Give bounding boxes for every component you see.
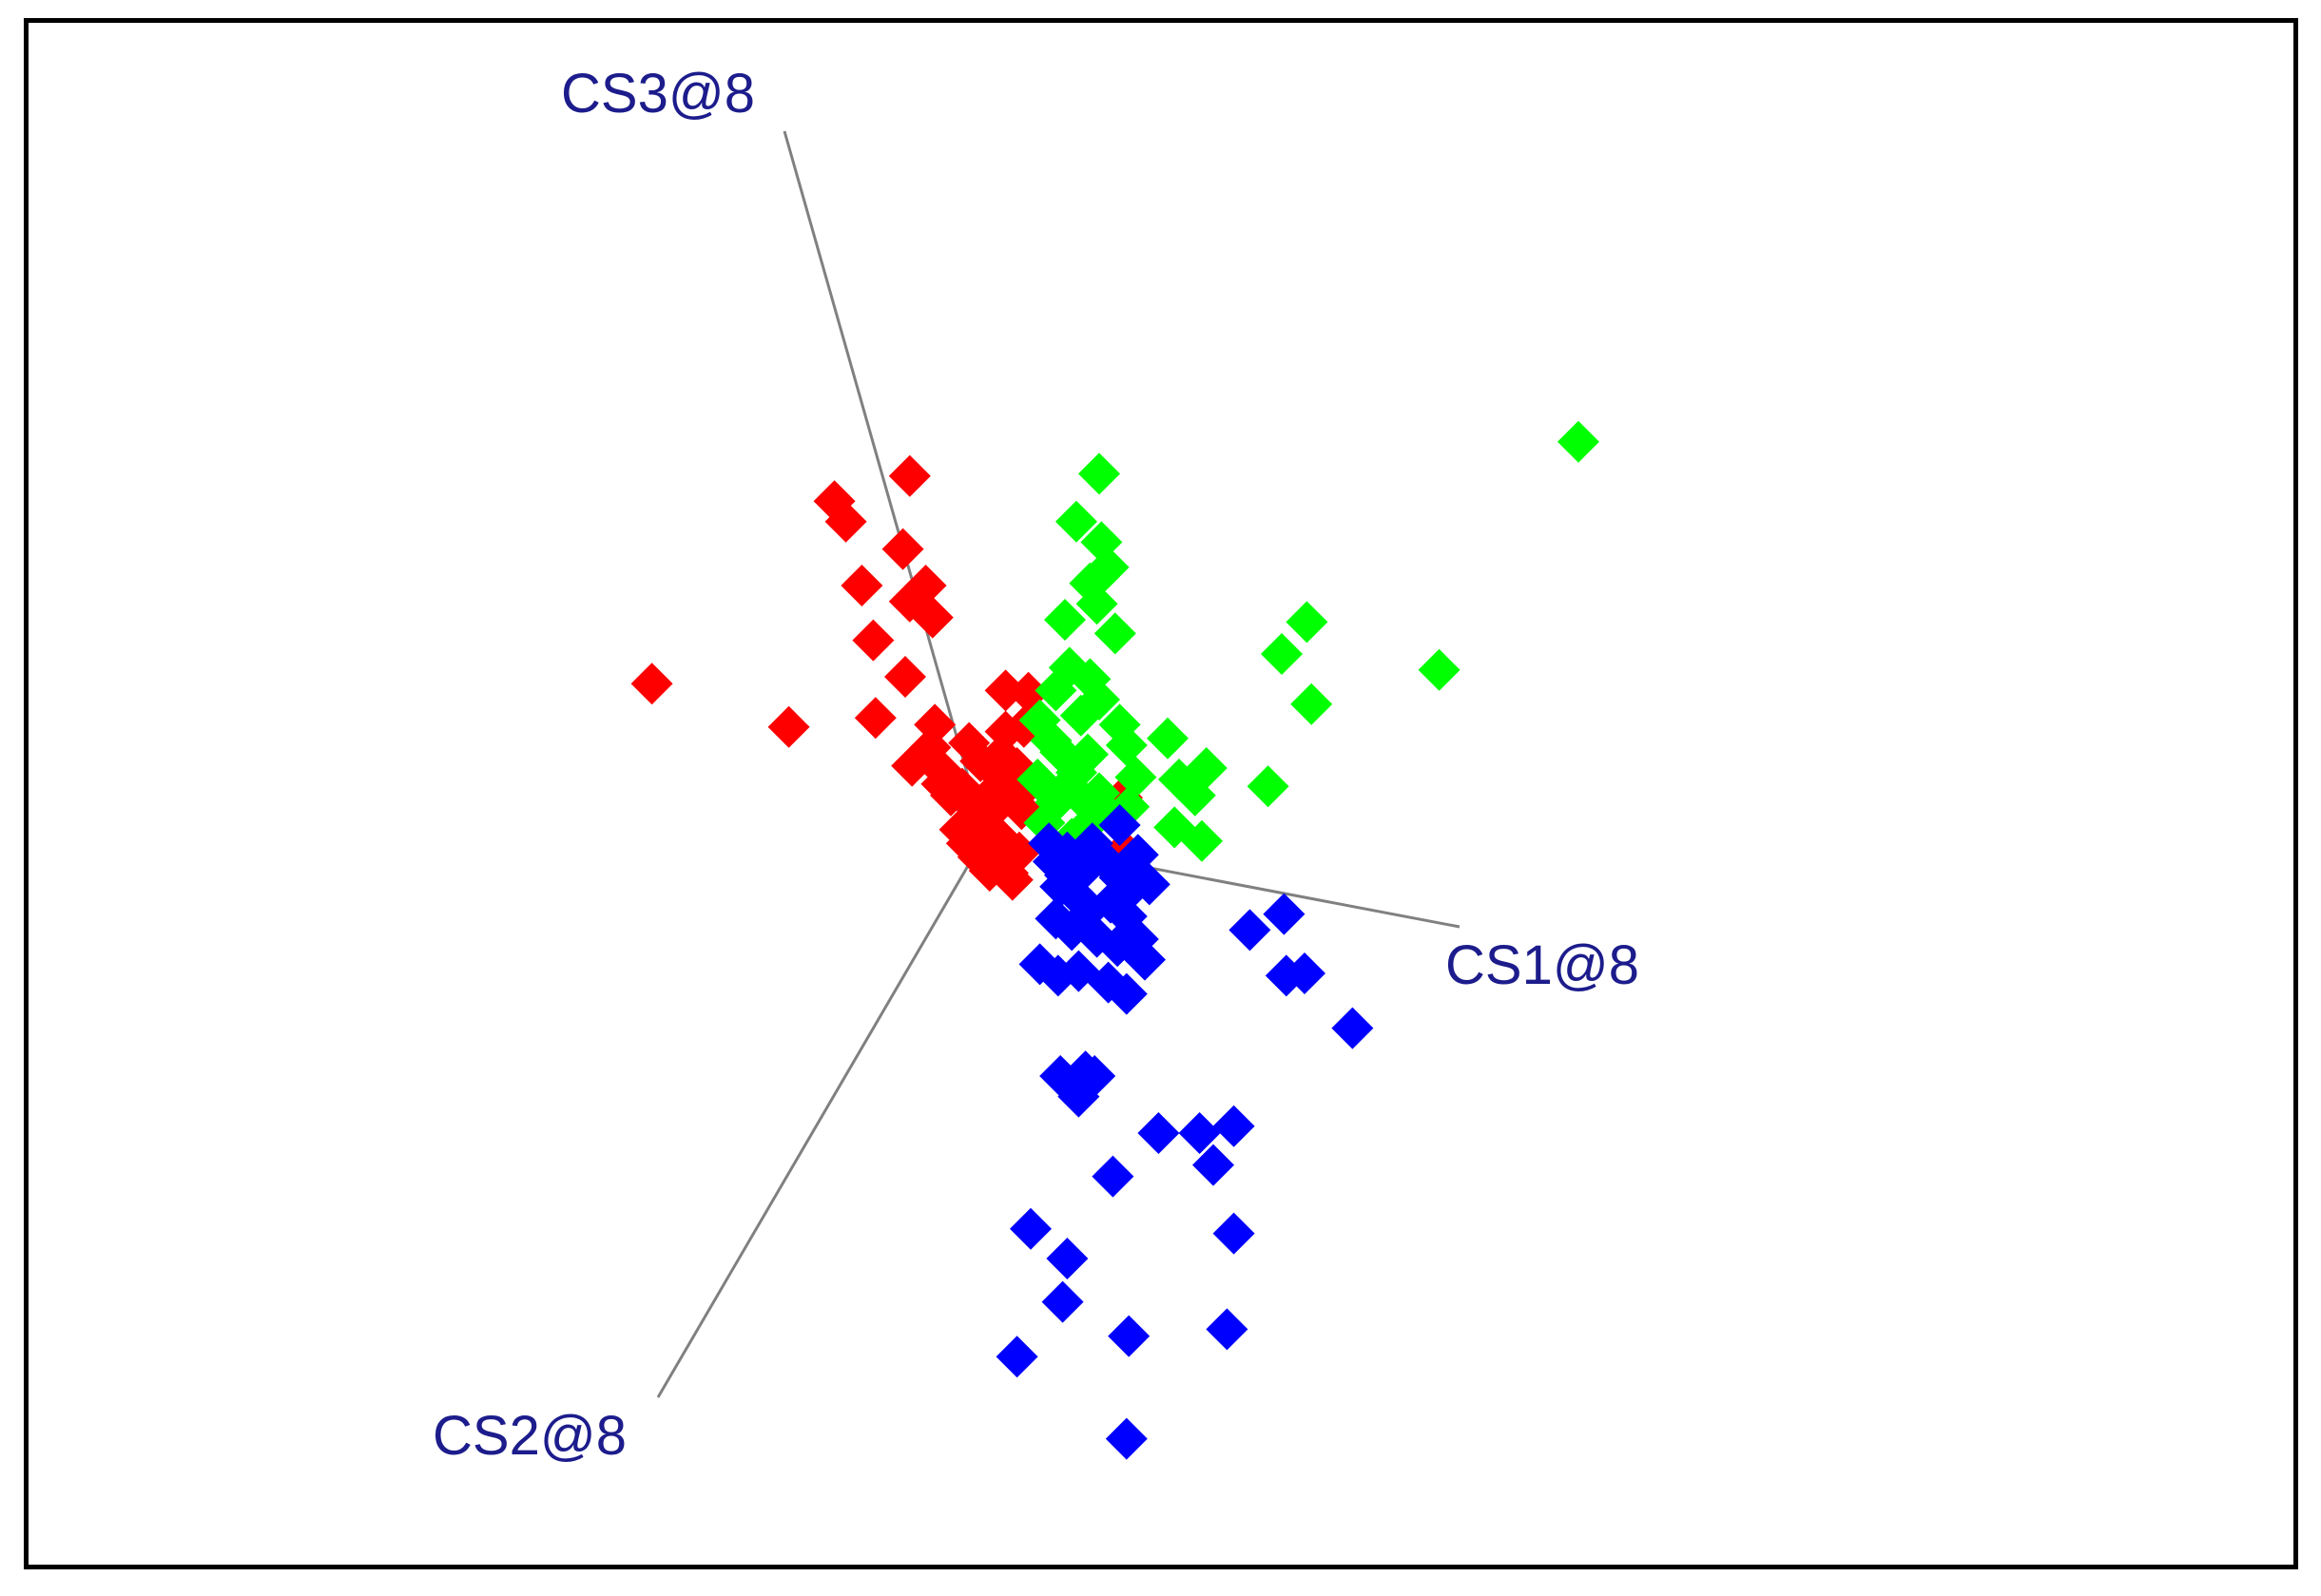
data-point	[1010, 1207, 1052, 1250]
data-point	[1331, 1007, 1374, 1049]
data-point	[984, 669, 1027, 712]
data-point	[1041, 1280, 1084, 1323]
plot-area	[24, 18, 2298, 1569]
data-point	[1261, 633, 1303, 675]
data-point	[1098, 804, 1141, 846]
data-point	[1284, 952, 1325, 994]
data-point	[1059, 694, 1102, 737]
data-point	[813, 480, 856, 523]
axis-labels: CS1@8 CS2@8 CS3@8	[433, 63, 1639, 1467]
data-point	[881, 528, 924, 570]
data-point	[1044, 854, 1086, 896]
data-point	[1093, 612, 1136, 655]
data-point	[1114, 756, 1157, 798]
data-point	[945, 822, 988, 865]
data-point	[1069, 562, 1112, 605]
data-point	[911, 596, 954, 639]
data-point	[1286, 601, 1328, 644]
data-point	[884, 656, 926, 698]
data-point	[1067, 733, 1109, 776]
data-point	[909, 726, 952, 769]
data-point	[1073, 1055, 1116, 1097]
data-point	[1147, 717, 1189, 760]
data-point	[1247, 765, 1289, 808]
data-point	[1092, 1155, 1134, 1198]
data-points	[630, 420, 1599, 1460]
data-point	[1044, 599, 1086, 641]
series-3	[996, 804, 1374, 1460]
data-point	[1105, 724, 1148, 766]
data-point	[948, 721, 991, 764]
data-point	[1418, 648, 1460, 691]
series-1	[630, 454, 1146, 901]
data-point	[1212, 1212, 1255, 1255]
data-point	[1228, 909, 1271, 952]
data-point	[1105, 1417, 1148, 1460]
data-point	[1016, 759, 1059, 800]
data-point	[1046, 1238, 1089, 1279]
data-point	[904, 565, 947, 606]
data-point	[968, 850, 1011, 892]
data-point	[1557, 420, 1599, 463]
data-point	[1062, 779, 1105, 821]
data-point	[1108, 1315, 1151, 1357]
data-point	[1206, 1308, 1248, 1351]
data-point	[976, 813, 1017, 856]
axis-label-cs2: CS2@8	[433, 1405, 627, 1467]
data-point	[630, 663, 673, 705]
axis-label-cs3: CS3@8	[561, 63, 755, 125]
data-point	[1178, 1112, 1221, 1154]
data-point	[1105, 972, 1148, 1015]
data-point	[1192, 1144, 1234, 1186]
axis-line-cs2	[656, 836, 987, 1398]
data-point	[1030, 720, 1073, 762]
axis-line-cs3	[783, 130, 987, 837]
data-point	[1071, 822, 1113, 865]
data-point	[1212, 1105, 1255, 1147]
data-point	[1181, 819, 1223, 862]
data-point	[888, 454, 931, 497]
axis-label-cs1: CS1@8	[1445, 934, 1639, 996]
data-point	[979, 733, 1022, 776]
data-point	[1263, 893, 1306, 935]
data-point	[1290, 683, 1333, 725]
data-point	[767, 705, 810, 748]
data-point	[841, 565, 883, 606]
data-point	[1185, 747, 1228, 789]
data-point	[1055, 500, 1097, 543]
series-2	[1016, 420, 1599, 862]
data-point	[996, 1336, 1038, 1378]
data-point	[852, 619, 895, 662]
data-point	[1137, 1112, 1180, 1154]
data-point	[1128, 863, 1170, 906]
data-point	[1078, 452, 1120, 495]
data-point	[1028, 822, 1071, 865]
data-point	[854, 697, 897, 740]
data-point	[1124, 938, 1166, 981]
